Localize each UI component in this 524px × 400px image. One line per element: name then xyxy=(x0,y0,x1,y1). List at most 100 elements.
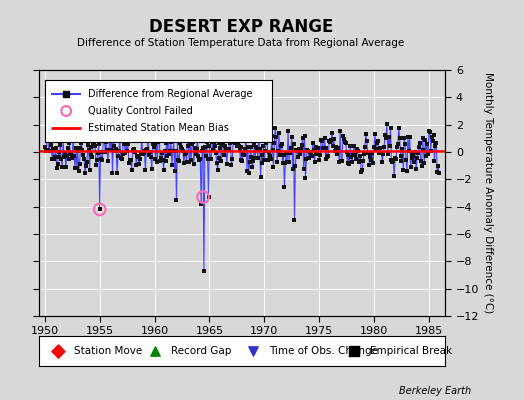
Point xyxy=(188,140,196,147)
Point xyxy=(165,151,173,158)
Point xyxy=(366,153,375,160)
Point xyxy=(148,141,157,148)
Text: Difference from Regional Average: Difference from Regional Average xyxy=(88,89,253,99)
Point xyxy=(277,142,285,149)
Point xyxy=(106,147,115,154)
Point xyxy=(151,156,160,162)
Point xyxy=(158,150,166,156)
Point xyxy=(356,152,365,159)
Point xyxy=(60,154,68,160)
Point xyxy=(54,148,63,155)
Point xyxy=(55,154,63,160)
Point xyxy=(425,128,434,135)
Point xyxy=(121,150,129,157)
Point xyxy=(159,156,167,163)
Point xyxy=(149,143,158,150)
Point xyxy=(418,162,426,169)
Point xyxy=(394,141,402,147)
Point xyxy=(349,152,357,158)
Point xyxy=(371,131,379,137)
Text: DESERT EXP RANGE: DESERT EXP RANGE xyxy=(149,18,333,36)
Point xyxy=(156,158,164,164)
Point xyxy=(351,152,359,158)
Point xyxy=(195,156,203,163)
Point xyxy=(353,148,362,155)
Point xyxy=(233,143,241,149)
Point xyxy=(198,148,206,154)
Point xyxy=(291,163,300,170)
Point xyxy=(368,150,376,156)
Point xyxy=(144,123,152,129)
Point xyxy=(303,147,311,153)
Point xyxy=(185,159,193,165)
Point xyxy=(94,141,103,148)
Point xyxy=(397,158,406,164)
Point xyxy=(139,148,148,154)
Point xyxy=(240,152,248,158)
Point xyxy=(362,131,370,138)
Point xyxy=(242,123,250,130)
Point xyxy=(205,142,214,149)
Point xyxy=(359,158,367,164)
Point xyxy=(355,159,364,166)
Point xyxy=(421,137,430,144)
Point xyxy=(147,154,155,160)
Point xyxy=(389,157,398,164)
Point xyxy=(334,145,343,152)
Text: Record Gap: Record Gap xyxy=(171,346,232,356)
Point xyxy=(134,154,143,161)
Point xyxy=(315,157,323,164)
Point xyxy=(253,146,261,153)
Point xyxy=(88,154,96,160)
Point xyxy=(64,156,73,163)
Point xyxy=(364,150,373,156)
Point xyxy=(71,164,79,171)
Point xyxy=(292,147,300,154)
Point xyxy=(282,150,290,156)
Point xyxy=(417,158,425,164)
Point xyxy=(325,138,333,144)
Point xyxy=(333,150,342,156)
Point xyxy=(262,140,270,146)
Point xyxy=(116,155,125,161)
Point xyxy=(400,135,408,141)
Point xyxy=(383,121,391,128)
Point xyxy=(74,168,83,175)
Point xyxy=(327,136,335,143)
Point xyxy=(140,149,149,156)
Point xyxy=(152,130,160,137)
Point xyxy=(150,141,159,147)
Point xyxy=(100,132,108,138)
Point xyxy=(104,158,112,164)
Point xyxy=(133,153,141,159)
Point xyxy=(183,131,192,137)
Point xyxy=(153,158,161,165)
Point xyxy=(40,144,49,150)
Point xyxy=(136,156,144,162)
Point xyxy=(193,134,202,140)
Point xyxy=(177,144,185,150)
Point xyxy=(124,141,132,148)
Point xyxy=(69,132,78,138)
Point xyxy=(137,135,146,142)
Point xyxy=(410,159,419,166)
Point xyxy=(414,150,422,156)
Point xyxy=(372,146,380,152)
Point xyxy=(52,164,61,171)
Point xyxy=(137,151,145,157)
Point xyxy=(162,140,171,146)
Point xyxy=(159,166,168,173)
Point xyxy=(202,139,211,145)
Point xyxy=(308,153,316,159)
Point xyxy=(146,149,154,155)
Point xyxy=(340,136,348,142)
Point xyxy=(98,156,106,163)
Point xyxy=(49,146,57,152)
Point xyxy=(50,155,58,162)
Point xyxy=(109,134,117,141)
Point xyxy=(330,136,338,143)
Point xyxy=(335,159,344,166)
Point xyxy=(311,144,320,150)
Text: Quality Control Failed: Quality Control Failed xyxy=(88,106,193,116)
Point xyxy=(194,153,203,160)
